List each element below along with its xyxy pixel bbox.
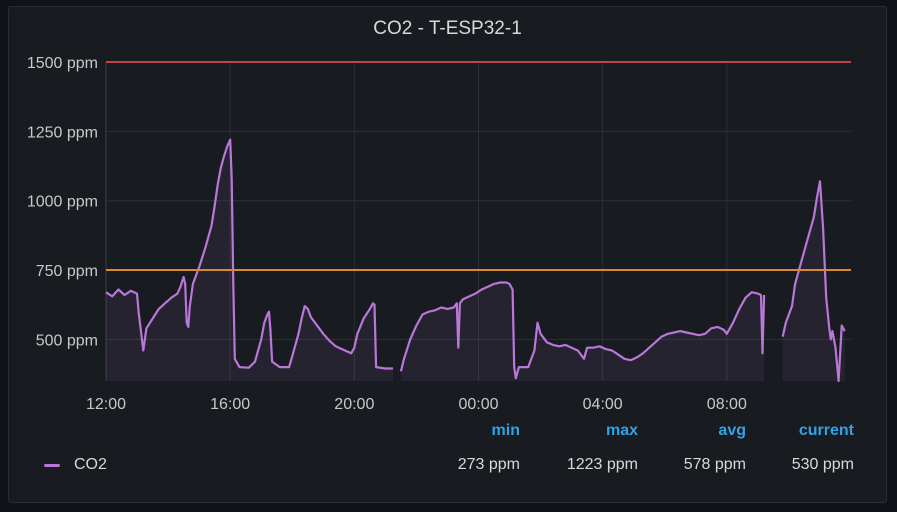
x-tick-label: 00:00 xyxy=(458,396,498,413)
series-line-co2-0 xyxy=(399,281,766,380)
legend-value-min: 273 ppm xyxy=(457,456,520,473)
panel-title[interactable]: CO2 - T-ESP32-1 xyxy=(373,18,522,39)
y-tick-label: 1000 ppm xyxy=(27,194,98,211)
legend-header-min[interactable]: min xyxy=(491,422,520,439)
x-tick-label: 12:00 xyxy=(86,396,126,413)
legend-header-max[interactable]: max xyxy=(605,422,638,439)
x-tick-label: 20:00 xyxy=(334,396,374,413)
y-tick-label: 500 ppm xyxy=(36,332,98,349)
series-line-co2-0 xyxy=(105,138,394,370)
x-tick-label: 16:00 xyxy=(210,396,250,413)
legend-value-max: 1223 ppm xyxy=(566,456,638,473)
legend-header-avg[interactable]: avg xyxy=(718,422,746,439)
legend-series-co2[interactable]: CO2 xyxy=(44,456,107,474)
x-tick-label: 04:00 xyxy=(583,396,623,413)
legend-value-current: 530 ppm xyxy=(791,456,854,473)
series-line-co2-1 xyxy=(781,180,846,383)
series-area-fill xyxy=(400,282,765,381)
y-tick-label: 1250 ppm xyxy=(27,124,98,141)
chart-panel: CO2 - T-ESP32-1 xyxy=(8,6,887,503)
series-area-fill xyxy=(106,139,394,381)
legend-swatch-icon xyxy=(44,463,60,467)
x-tick-label: 08:00 xyxy=(707,396,747,413)
legend-value-avg: 578 ppm xyxy=(683,456,746,473)
legend-series-label: CO2 xyxy=(74,456,107,473)
y-tick-label: 750 ppm xyxy=(36,263,98,280)
legend-header-current[interactable]: current xyxy=(798,422,854,439)
y-tick-label: 1500 ppm xyxy=(27,55,98,72)
